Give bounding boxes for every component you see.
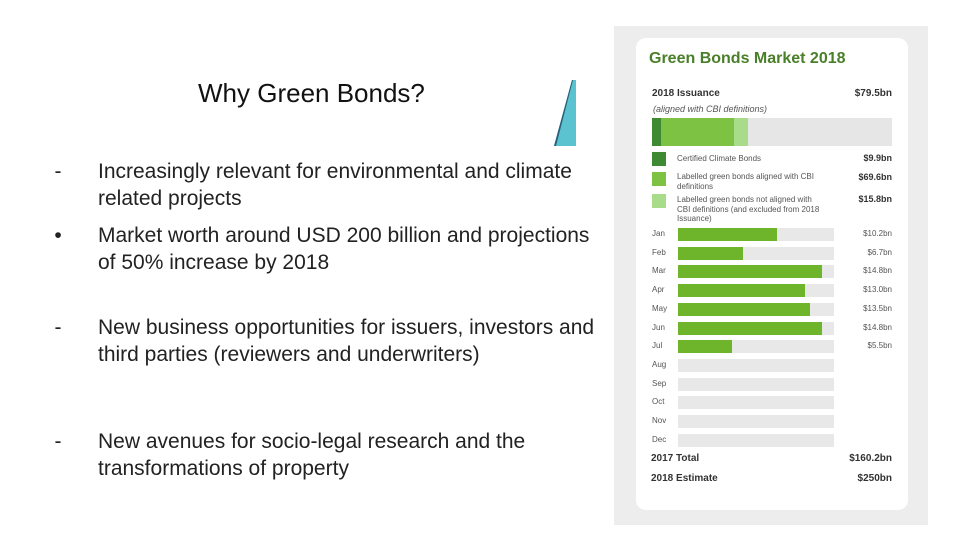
month-bar (678, 302, 810, 316)
month-bar (678, 228, 778, 241)
issuance-segment-not-aligned (734, 118, 748, 146)
month-label: Apr (652, 285, 665, 295)
month-bar-track (678, 358, 834, 372)
issuance-segment-aligned (661, 118, 734, 146)
estimate-value: $250bn (857, 473, 892, 484)
month-value-label: $6.7bn (867, 247, 892, 257)
issuance-value: $79.5bn (854, 88, 892, 99)
legend-swatch-aligned (652, 172, 666, 186)
total-label: 2017 Total (651, 453, 700, 464)
bullet-item: - New business opportunities for issuers… (38, 314, 608, 368)
estimate-label: 2018 Estimate (651, 473, 718, 484)
month-label: Mar (652, 266, 666, 276)
month-bar-track (678, 433, 834, 447)
bullet-marker: - (54, 160, 62, 183)
month-label: Dec (652, 434, 667, 444)
triangle-edge (554, 80, 573, 146)
bullet-marker: • (54, 224, 62, 247)
bullet-marker: - (54, 316, 62, 339)
legend-label: Labelled green bonds not aligned with CB… (677, 195, 820, 223)
bullet-text: New business opportunities for issuers, … (98, 316, 595, 366)
month-label: Jan (652, 229, 665, 238)
month-label: Jul (652, 341, 663, 351)
issuance-segment-certified (652, 118, 661, 146)
month-label: Nov (652, 416, 667, 425)
legend-swatch-not-aligned (652, 194, 666, 208)
bullet-item: - Increasingly relevant for environmenta… (38, 158, 608, 212)
month-value-label: $13.5bn (863, 303, 892, 313)
total-value: $160.2bn (849, 453, 892, 464)
month-bar (678, 321, 823, 335)
month-bar (678, 340, 732, 354)
month-value-label: $14.8bn (863, 266, 892, 276)
month-value-label: $14.8bn (863, 322, 892, 332)
legend-value: $69.6bn (858, 172, 892, 182)
issuance-subtitle: (aligned with CBI definitions) (653, 104, 768, 114)
month-value-label: $10.2bn (863, 229, 892, 238)
decorative-triangle (554, 80, 576, 146)
legend-value: $15.8bn (858, 194, 892, 204)
slide-title: Why Green Bonds? (198, 78, 425, 108)
month-bar (678, 284, 805, 298)
bullet-marker: - (54, 430, 62, 453)
legend-swatch-certified (652, 152, 666, 166)
month-bar-track (678, 396, 834, 410)
month-label: Aug (652, 359, 667, 369)
month-label: Feb (652, 247, 666, 257)
legend-label: Certified Climate Bonds (677, 154, 762, 163)
month-label: May (652, 303, 668, 313)
month-bar-track (678, 415, 834, 428)
bullet-text: Increasingly relevant for environmental … (98, 160, 572, 210)
legend-value: $9.9bn (863, 153, 892, 163)
month-bar (678, 246, 744, 260)
legend-label: Labelled green bonds aligned with CBI de… (677, 172, 814, 191)
infographic-title: Green Bonds Market 2018 (649, 50, 846, 67)
month-label: Oct (652, 397, 665, 407)
month-bar (678, 265, 823, 279)
month-label: Sep (652, 378, 667, 388)
issuance-label: 2018 Issuance (652, 88, 720, 99)
bullet-text: New avenues for socio-legal research and… (98, 430, 526, 480)
month-value-label: $5.5bn (867, 341, 892, 351)
month-value-label: $13.0bn (863, 285, 892, 295)
bullet-item: - New avenues for socio-legal research a… (38, 428, 608, 482)
month-bar-track (678, 377, 834, 391)
month-label: Jun (652, 322, 665, 332)
bullet-text: Market worth around USD 200 billion and … (98, 224, 590, 274)
bullet-item: • Market worth around USD 200 billion an… (38, 222, 608, 276)
